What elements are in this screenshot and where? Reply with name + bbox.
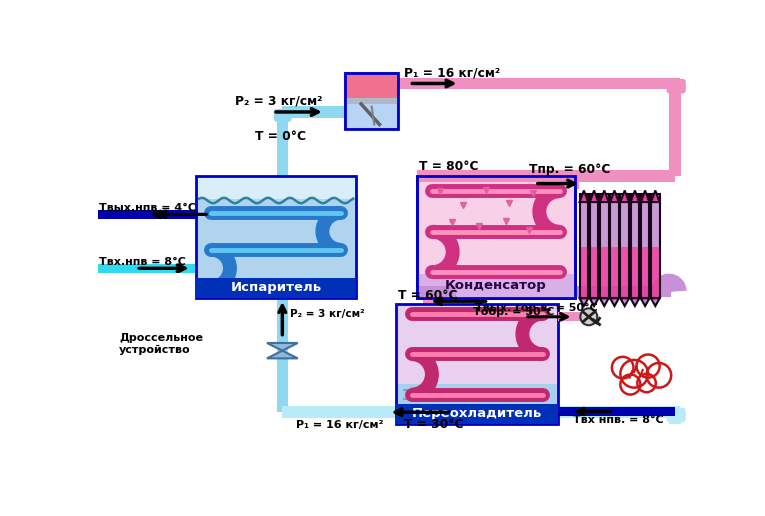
Bar — [620, 195, 629, 247]
Bar — [346, 73, 398, 101]
Bar — [580, 247, 588, 298]
Bar — [396, 384, 558, 424]
Bar — [346, 101, 398, 129]
Bar — [196, 199, 356, 298]
Bar — [600, 195, 609, 298]
Bar — [396, 304, 558, 384]
Bar — [630, 195, 640, 247]
Polygon shape — [620, 190, 629, 202]
Polygon shape — [600, 298, 609, 306]
Text: Тобр. = 50°C: Тобр. = 50°C — [474, 306, 555, 317]
Text: P₂ = 3 кг/см²: P₂ = 3 кг/см² — [235, 95, 322, 108]
Text: Тпр. = 60°C: Тпр. = 60°C — [529, 163, 610, 176]
Bar — [97, 264, 197, 273]
Bar — [417, 170, 497, 182]
Text: устройство: устройство — [119, 345, 190, 355]
Bar — [558, 407, 675, 416]
Bar — [196, 176, 356, 298]
Bar — [610, 195, 619, 247]
Polygon shape — [267, 351, 298, 359]
Bar — [590, 195, 598, 298]
Bar — [590, 195, 598, 247]
Bar — [620, 195, 629, 298]
Polygon shape — [651, 298, 659, 306]
Text: T = 0°C: T = 0°C — [256, 130, 307, 143]
Bar — [620, 247, 629, 298]
Polygon shape — [630, 298, 640, 306]
Text: Дроссельное: Дроссельное — [119, 333, 203, 343]
Polygon shape — [590, 298, 598, 306]
Polygon shape — [641, 298, 649, 306]
Bar — [396, 404, 558, 424]
Bar — [196, 176, 356, 199]
Bar — [346, 73, 398, 129]
Bar — [417, 176, 575, 298]
Polygon shape — [600, 190, 609, 202]
Bar — [277, 298, 288, 412]
Bar — [590, 247, 598, 298]
Bar — [651, 195, 659, 247]
Bar — [641, 247, 649, 298]
FancyBboxPatch shape — [666, 79, 685, 93]
Bar — [277, 112, 288, 176]
Bar — [630, 195, 640, 298]
Bar — [417, 285, 456, 297]
Polygon shape — [267, 343, 298, 351]
Bar — [575, 178, 579, 189]
Bar — [641, 195, 649, 247]
Text: P₂ = 3 кг/см²: P₂ = 3 кг/см² — [290, 309, 365, 319]
Polygon shape — [651, 190, 659, 202]
Bar — [600, 247, 609, 298]
Polygon shape — [590, 190, 598, 202]
Text: Твх нпв. = 8°C: Твх нпв. = 8°C — [574, 415, 664, 425]
Bar — [580, 195, 588, 298]
Circle shape — [581, 309, 597, 325]
Bar — [580, 195, 588, 247]
Bar — [196, 278, 356, 298]
Bar — [97, 210, 197, 219]
Text: Испаритель: Испаритель — [230, 281, 322, 294]
Polygon shape — [610, 298, 619, 306]
Text: Твых.нпв = 4°C: Твых.нпв = 4°C — [99, 203, 196, 213]
Text: Переохладитель: Переохладитель — [412, 407, 542, 421]
Bar — [630, 247, 640, 298]
Bar — [423, 298, 435, 304]
Text: T = 80°C: T = 80°C — [419, 160, 479, 173]
Bar — [669, 84, 681, 176]
Polygon shape — [620, 298, 629, 306]
Bar — [651, 247, 659, 298]
Polygon shape — [580, 190, 588, 202]
Text: T = 60°C: T = 60°C — [398, 289, 457, 302]
FancyBboxPatch shape — [666, 408, 685, 422]
Bar — [610, 195, 619, 298]
Bar — [282, 407, 680, 418]
Polygon shape — [630, 190, 640, 202]
Polygon shape — [610, 190, 619, 202]
Bar — [669, 412, 681, 424]
Text: Твых. гор.в. = 50°C: Твых. гор.в. = 50°C — [475, 302, 597, 313]
Polygon shape — [580, 298, 588, 306]
Bar — [651, 195, 659, 298]
Bar — [610, 247, 619, 298]
Bar — [398, 78, 680, 89]
Bar — [496, 170, 675, 182]
Bar — [641, 195, 649, 298]
Bar — [575, 285, 671, 297]
Bar — [346, 98, 398, 104]
Text: Твх.нпв = 8°C: Твх.нпв = 8°C — [99, 257, 186, 267]
Polygon shape — [641, 190, 649, 202]
FancyBboxPatch shape — [274, 109, 291, 122]
Text: T = 30°C: T = 30°C — [404, 418, 464, 431]
Bar — [417, 275, 575, 298]
Bar — [282, 106, 346, 118]
Bar — [600, 195, 609, 247]
Bar — [396, 304, 558, 424]
Bar — [558, 312, 587, 321]
Text: P₁ = 16 кг/см²: P₁ = 16 кг/см² — [296, 420, 384, 430]
Text: Конденсатор: Конденсатор — [444, 280, 546, 293]
Bar — [417, 176, 575, 298]
Text: P₁ = 16 кг/см²: P₁ = 16 кг/см² — [404, 66, 500, 79]
